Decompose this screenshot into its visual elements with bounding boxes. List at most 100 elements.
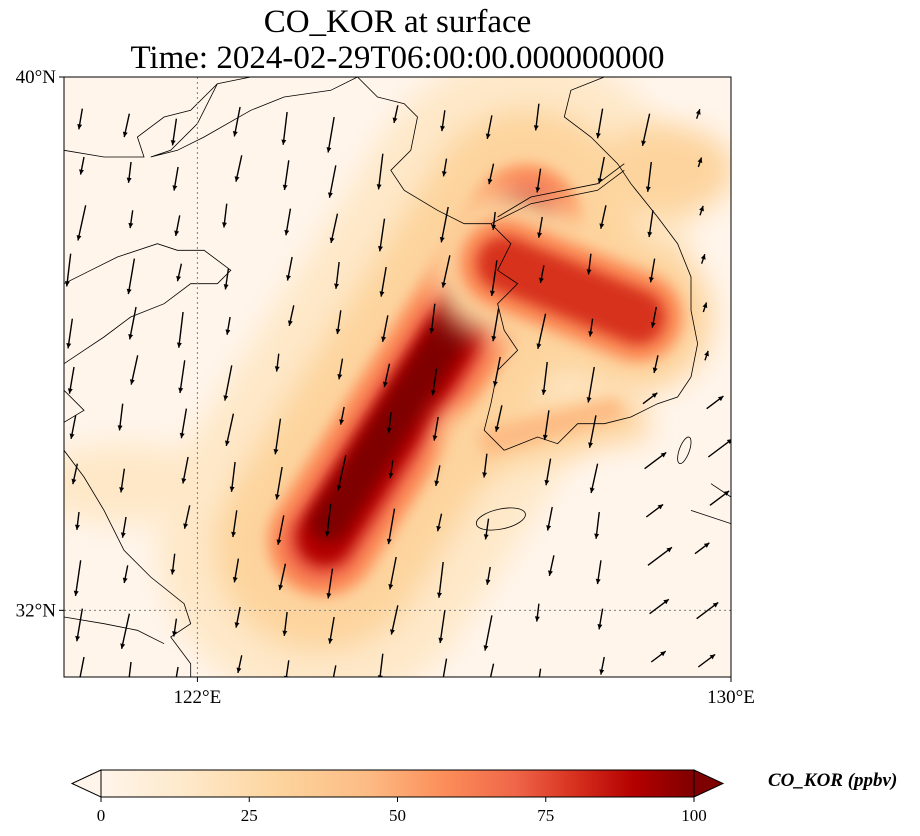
wind-arrowhead xyxy=(438,637,444,643)
x-tick-label: 122°E xyxy=(174,687,222,708)
colorbar-tick-label: 75 xyxy=(537,806,554,825)
wind-arrowhead xyxy=(64,281,70,287)
wind-vector xyxy=(180,408,188,439)
wind-arrowhead xyxy=(119,487,125,493)
wind-arrowhead xyxy=(382,381,388,388)
wind-arrowhead xyxy=(586,397,592,403)
wind-arrowhead xyxy=(491,335,497,342)
y-tick-label: 40°N xyxy=(16,67,57,88)
wind-vectors xyxy=(64,103,731,688)
colorbar-tick-label: 25 xyxy=(241,806,258,825)
wind-arrowhead xyxy=(126,177,132,183)
colorbar-tick-label: 100 xyxy=(681,806,707,825)
wind-vector xyxy=(178,311,184,348)
wind-arrowhead xyxy=(594,533,600,539)
wind-vector xyxy=(79,656,85,677)
wind-vector xyxy=(492,308,500,342)
wind-arrowhead xyxy=(712,602,719,608)
wind-arrowhead xyxy=(697,157,703,164)
wind-arrowhead xyxy=(236,667,242,673)
colorbar-tick-label: 50 xyxy=(389,806,406,825)
wind-arrowhead xyxy=(339,419,345,425)
wind-vector xyxy=(442,658,448,677)
wind-vector xyxy=(282,111,288,145)
wind-vector xyxy=(379,218,386,252)
wind-arrowhead xyxy=(75,635,81,642)
wind-arrowhead xyxy=(723,490,730,496)
wind-arrowhead xyxy=(79,169,84,175)
wind-arrowhead xyxy=(223,284,229,290)
wind-vector xyxy=(225,413,235,447)
wind-vector xyxy=(326,503,332,537)
wind-arrowhead xyxy=(329,237,335,243)
y-tick-label: 32°N xyxy=(16,600,57,621)
wind-arrowhead xyxy=(704,350,709,357)
colorbar-body xyxy=(101,770,694,797)
wind-arrowhead xyxy=(225,329,231,335)
wind-arrowhead xyxy=(128,334,134,340)
wind-arrowhead xyxy=(651,392,658,398)
wind-arrowhead xyxy=(122,131,128,138)
wind-arrowhead xyxy=(69,433,75,439)
wind-vector xyxy=(327,116,335,153)
wind-arrowhead xyxy=(597,178,603,184)
wind-arrowhead xyxy=(537,232,543,238)
wind-vector xyxy=(641,113,651,147)
wind-vector xyxy=(74,560,82,597)
wind-arrowhead xyxy=(652,367,658,373)
wind-arrowhead xyxy=(172,631,177,637)
wind-arrowhead xyxy=(376,184,382,190)
wind-vector xyxy=(120,613,131,649)
wind-arrowhead xyxy=(430,390,436,396)
wind-arrowhead xyxy=(588,331,594,337)
wind-arrowhead xyxy=(541,389,547,395)
wind-arrowhead xyxy=(660,651,666,657)
wind-arrowhead xyxy=(647,231,653,238)
wind-arrowhead xyxy=(439,236,445,243)
colorbar-label: CO_KOR (ppbv) xyxy=(768,770,898,791)
wind-vector xyxy=(442,255,451,288)
wind-arrowhead xyxy=(437,592,442,598)
wind-vector xyxy=(430,303,436,334)
wind-vector xyxy=(440,206,449,243)
wind-arrowhead xyxy=(126,288,132,295)
wind-arrowhead xyxy=(699,205,704,212)
wind-arrowhead xyxy=(695,109,701,115)
wind-arrowhead xyxy=(440,683,445,688)
wind-arrowhead xyxy=(77,124,83,130)
wind-arrowhead xyxy=(483,534,489,540)
colorbar-tick-label: 0 xyxy=(97,806,106,825)
wind-arrowhead xyxy=(386,427,392,433)
wind-arrowhead xyxy=(429,328,435,334)
wind-vector xyxy=(484,615,493,651)
wind-vector xyxy=(224,365,233,401)
wind-arrowhead xyxy=(650,322,656,328)
wind-arrowhead xyxy=(122,577,128,584)
wind-arrowhead xyxy=(71,478,77,485)
wind-arrowhead xyxy=(120,532,126,538)
x-tick-label: 130°E xyxy=(707,687,755,708)
wind-vector xyxy=(328,165,337,198)
wind-arrowhead xyxy=(597,624,603,630)
wind-arrowhead xyxy=(67,388,73,394)
wind-arrowhead xyxy=(487,178,493,185)
wind-vector xyxy=(332,665,337,677)
wind-arrowhead xyxy=(386,538,392,545)
wind-arrowhead xyxy=(535,187,541,193)
wind-arrowhead xyxy=(641,140,647,146)
wind-arrowhead xyxy=(129,379,135,385)
wind-vector xyxy=(537,313,547,349)
wind-vector xyxy=(438,561,444,598)
wind-arrowhead xyxy=(276,539,282,545)
wind-arrowhead xyxy=(645,186,651,192)
wind-arrowhead xyxy=(492,381,498,387)
wind-arrowhead xyxy=(66,343,72,349)
wind-arrowhead xyxy=(232,576,238,583)
wind-arrowhead xyxy=(128,222,134,229)
wind-arrowhead xyxy=(334,283,339,289)
wind-arrowhead xyxy=(234,622,240,628)
wind-arrowhead xyxy=(388,472,394,479)
wind-vector xyxy=(439,610,446,644)
wind-arrowhead xyxy=(434,480,440,486)
wind-arrowhead xyxy=(278,584,284,591)
